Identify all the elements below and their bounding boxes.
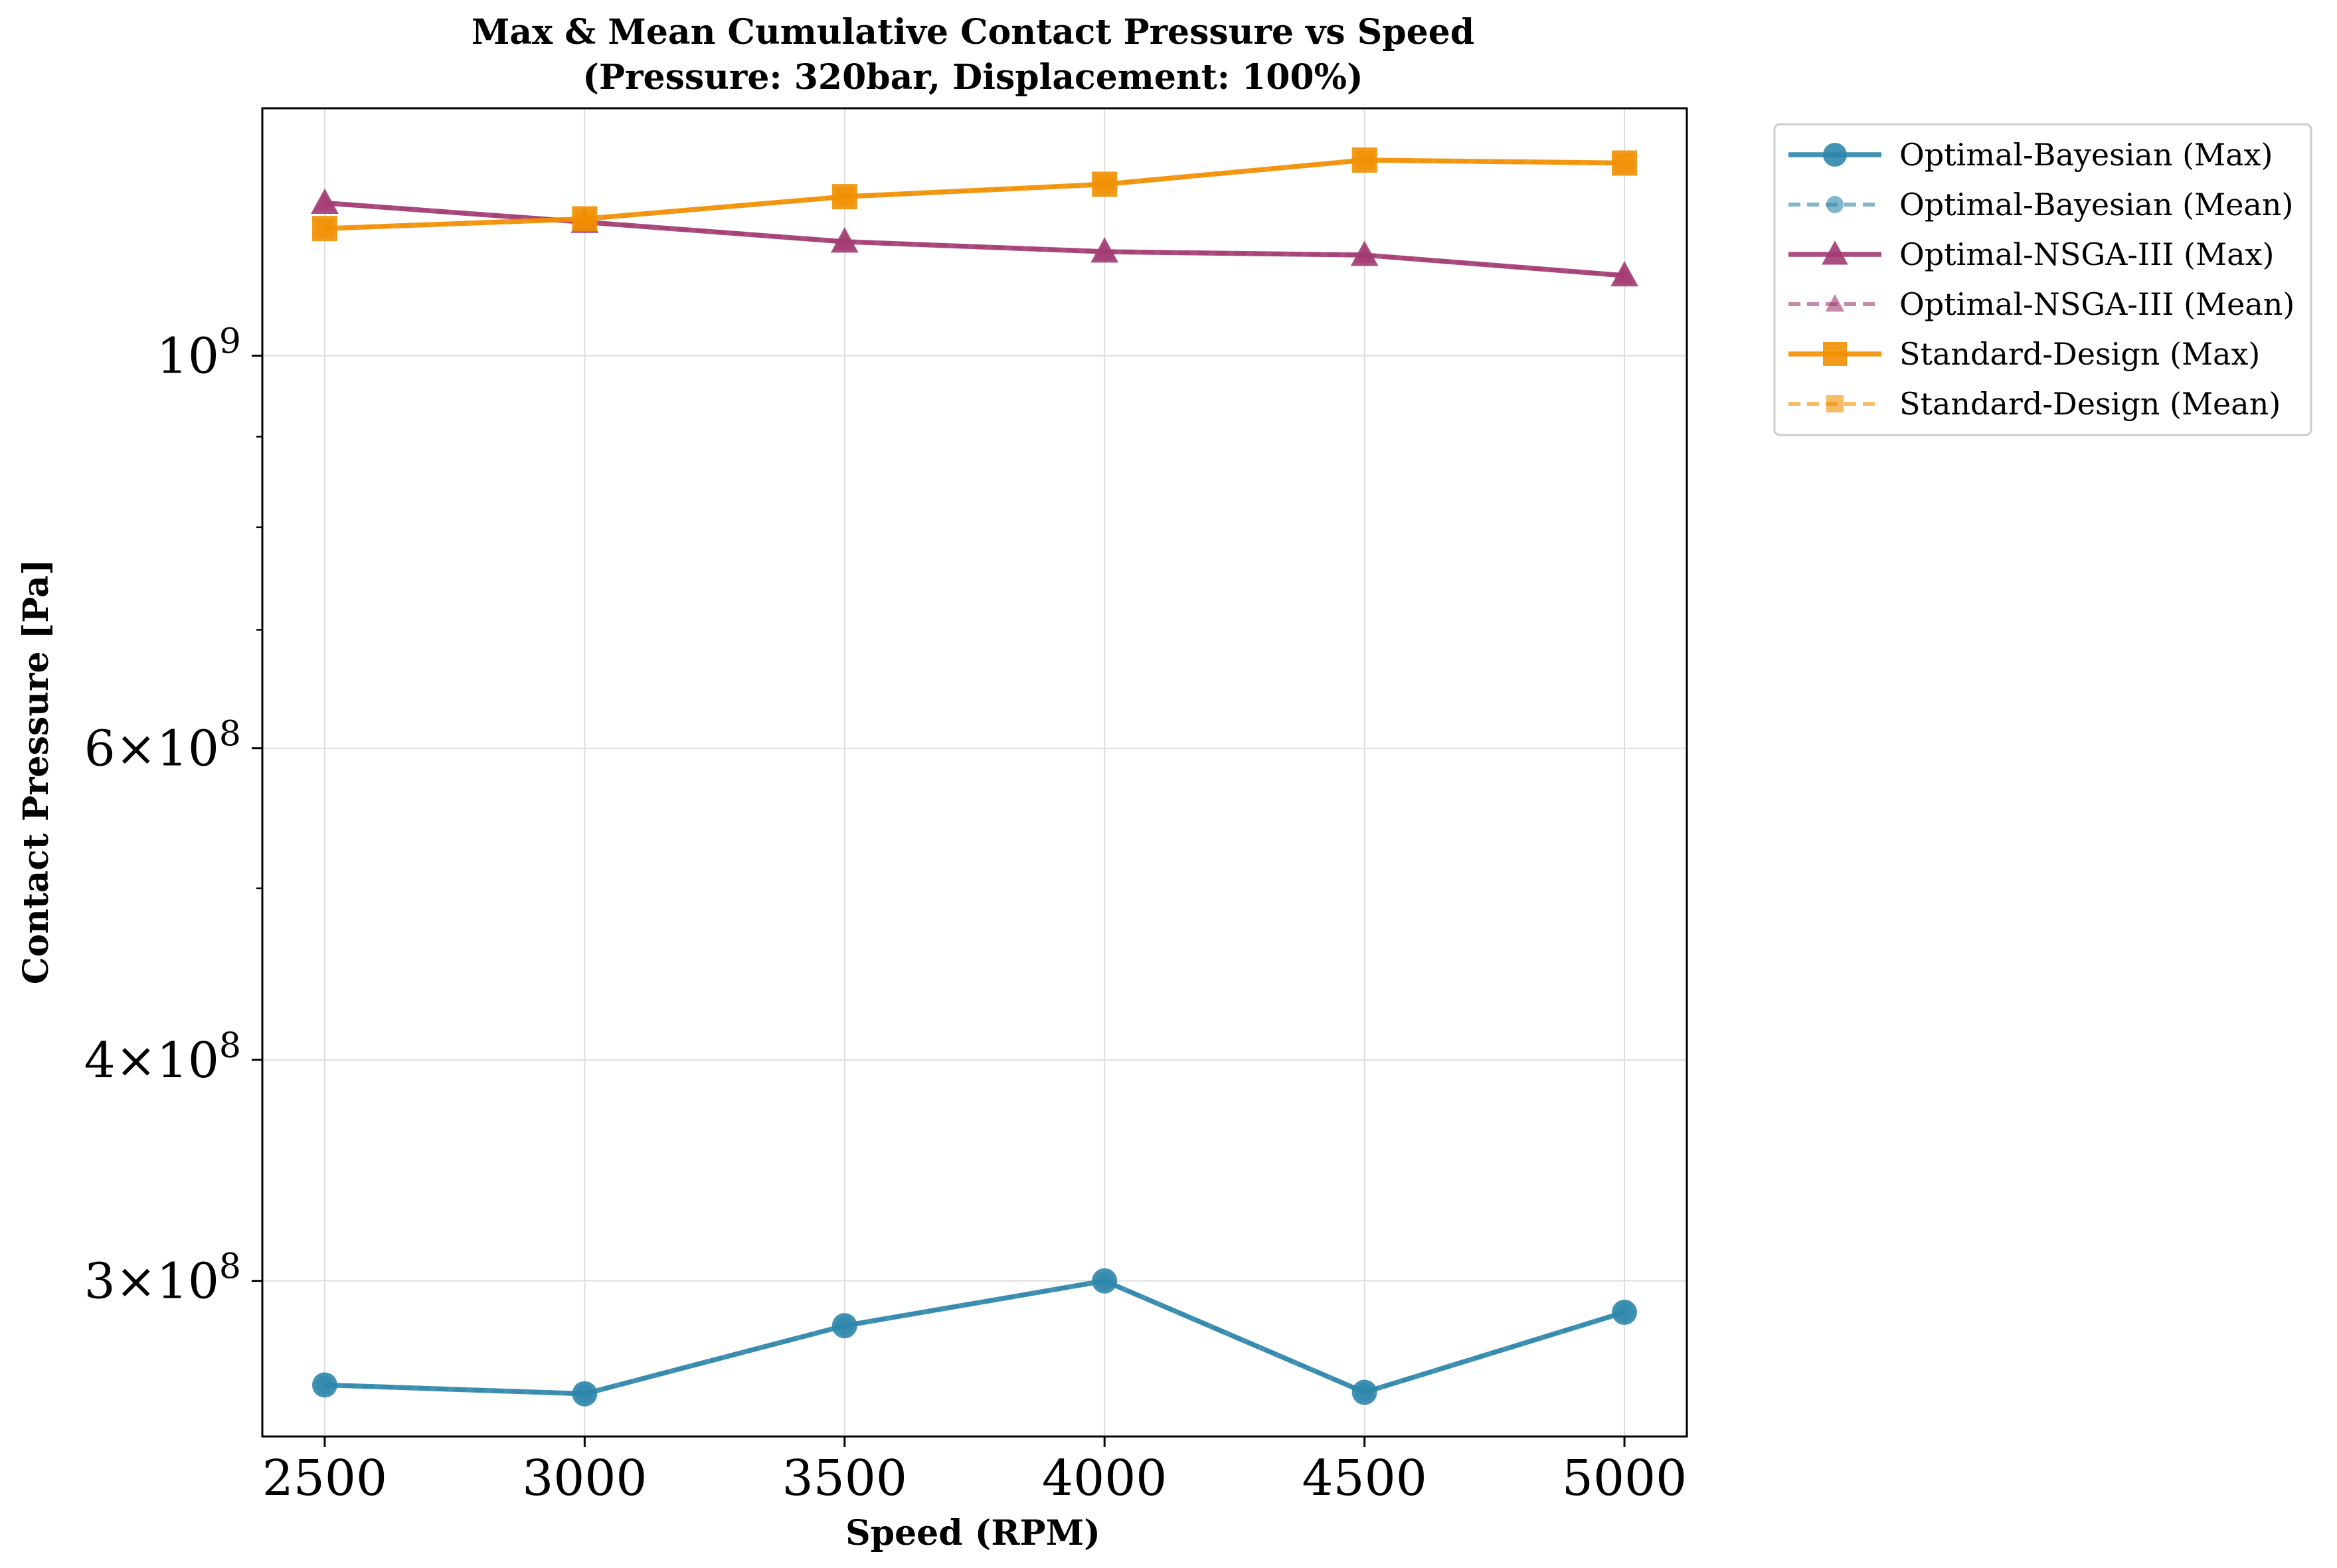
y-tick-label: 109 (157, 322, 241, 385)
legend-marker (1822, 240, 1848, 265)
data-point (831, 1313, 857, 1339)
series-line (324, 1278, 1626, 1397)
legend-frame (1773, 123, 2312, 436)
chart-subtitle: (Pressure: 320bar, Displacement: 100%) (582, 57, 1363, 98)
x-tick-label: 3500 (782, 1450, 907, 1507)
data-point (1351, 147, 1377, 173)
series-3 (314, 192, 1635, 284)
y-tick-label: 3×108 (84, 1247, 241, 1310)
y-tick-label: 6×108 (84, 715, 241, 778)
legend-label: Optimal-NSGA-III (Max) (1899, 236, 2274, 272)
data-point (311, 216, 337, 242)
series-2 (311, 188, 1638, 287)
x-tick-label: 3000 (522, 1450, 647, 1507)
data-point (830, 227, 859, 253)
x-axis-label: Speed (RPM) (845, 1513, 1100, 1553)
data-point (572, 1381, 598, 1407)
series-4 (311, 147, 1638, 242)
y-tick-label: 4×108 (84, 1026, 241, 1089)
data-point (572, 206, 598, 232)
data-point (831, 184, 857, 210)
y-axis-label: Contact Pressure [Pa] (16, 559, 56, 985)
x-tick-label: 4000 (1042, 1450, 1167, 1507)
x-tick-label: 5000 (1562, 1450, 1687, 1507)
legend-marker (1825, 294, 1845, 312)
data-point (1350, 240, 1379, 266)
series-0 (311, 1268, 1638, 1407)
grid (262, 108, 1687, 1437)
series-1 (315, 1271, 1634, 1403)
legend-label: Standard-Design (Mean) (1899, 386, 2281, 422)
series-line (324, 200, 1625, 278)
data-point (311, 1372, 337, 1398)
legend-label: Optimal-NSGA-III (Mean) (1899, 286, 2294, 322)
data-point (1090, 237, 1119, 263)
data-point (1612, 1299, 1638, 1325)
data-point (1092, 171, 1118, 197)
legend-marker (1823, 342, 1847, 366)
axis-ticks: 2500 3000 3500 4000 4500 5000 3×108 4×108 6×108 1… (84, 322, 1688, 1507)
legend-label: Standard-Design (Max) (1899, 336, 2260, 372)
series-line (324, 157, 1625, 231)
data-point (1351, 1379, 1377, 1405)
data-point (1612, 150, 1638, 176)
series-layer (311, 147, 1638, 1407)
legend-marker (1823, 143, 1847, 167)
data-point (311, 188, 339, 214)
series-line (324, 1278, 1625, 1396)
data-point (1092, 1268, 1118, 1294)
legend-label: Optimal-Bayesian (Mean) (1899, 187, 2293, 222)
legend-marker (1826, 196, 1844, 213)
data-point (1610, 261, 1638, 287)
series-5 (315, 151, 1634, 238)
legend: Optimal-Bayesian (Max) Optimal-Bayesian (… (1773, 123, 2312, 436)
chart-title: Max & Mean Cumulative Contact Pressure v… (472, 12, 1474, 52)
legend-marker (1826, 395, 1844, 412)
x-tick-label: 4500 (1302, 1450, 1427, 1507)
x-tick-label: 2500 (262, 1450, 387, 1507)
plot-area (261, 107, 1688, 1438)
series-line (324, 201, 1625, 278)
legend-label: Optimal-Bayesian (Max) (1899, 137, 2273, 173)
